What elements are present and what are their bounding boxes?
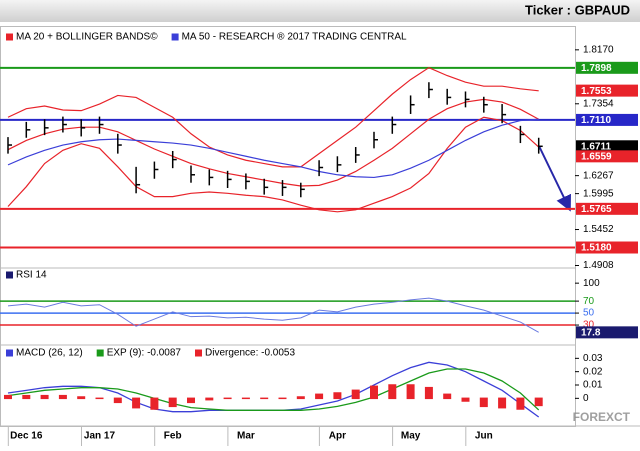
value-box [576,241,638,254]
divergence-bar [406,384,415,400]
divergence-bar [370,385,378,400]
divergence-bar [424,386,433,400]
value-box-label: 1.6711 [581,141,611,152]
divergence-bar [461,397,470,402]
value-box [576,113,638,126]
value-box [576,326,638,339]
moving-average [7,98,539,187]
moving-average [7,118,539,179]
divergence-bar [388,384,397,400]
level-label: 30 [583,320,595,331]
divergence-bar [77,396,86,400]
y-tick-label: 0 [583,393,589,404]
divergence-bar [479,397,488,408]
rsi-line [7,297,539,333]
value-box [576,150,638,163]
divergence-bar [95,397,104,400]
divergence-bar [351,389,360,400]
value-box-label: 1.7553 [581,86,612,97]
x-tick-label: Jan 17 [84,431,116,442]
divergence-bar [150,397,159,410]
bollinger-lower [7,116,540,213]
divergence-bar [4,394,12,400]
legend-label: RSI 14 [16,270,47,281]
macd-line [7,368,540,411]
y-tick-label: 1.5452 [583,224,614,235]
x-tick-label: Apr [329,431,346,442]
y-tick-label: 0.02 [583,366,603,377]
value-box [576,202,638,215]
ticker: Ticker : GBPAUD [525,2,630,17]
value-box-label: 1.7898 [581,63,612,74]
legend-label: MA 50 - RESEARCH ® 2017 TRADING CENTRAL [182,32,407,43]
value-box-label: 1.5765 [581,204,612,215]
legend-label: MA 20 + BOLLINGER BANDS© [16,32,158,43]
legend-swatch [171,33,179,41]
x-tick-label: May [401,431,421,442]
header-bar [0,0,640,22]
divergence-bar [498,397,507,409]
legend-swatch [6,349,13,357]
value-box [576,84,638,97]
level-label: 70 [583,296,595,307]
divergence-bar [241,397,250,400]
x-tick-label: Dec 16 [10,431,43,442]
legend-label: Divergence: -0.0053 [205,348,295,359]
value-box-label: 17.8 [581,327,601,338]
divergence-bar [22,394,31,400]
divergence-bar [296,396,305,400]
bollinger-upper [7,67,539,168]
watermark: FOREXCT [573,410,631,424]
x-tick-label: Mar [237,431,255,442]
projection-arrow [538,145,571,212]
divergence-bar [534,397,543,407]
divergence-bar [516,397,525,410]
y-tick-label: 1.8170 [583,44,614,55]
value-box [576,61,638,74]
y-tick-label: 1.6267 [583,170,614,181]
y-tick-label: 100 [583,278,600,289]
y-tick-label: 0.01 [583,380,603,391]
legend-swatch [195,349,202,357]
divergence-bar [113,397,122,404]
legend-label: EXP (9): -0.0087 [107,348,182,359]
divergence-bar [40,394,49,400]
divergence-bar [205,397,214,401]
divergence-bar [168,397,177,408]
legend-label: MACD (26, 12) [16,348,83,359]
y-tick-label: 1.7354 [583,98,614,109]
value-box [576,140,638,153]
divergence-bar [278,397,287,400]
x-tick-label: Jun [475,431,493,442]
macd-line [7,361,540,418]
x-tick-label: Feb [164,431,182,442]
legend-swatch [6,271,13,279]
divergence-bar [187,397,195,404]
legend-swatch [96,349,104,357]
y-tick-label: 1.5995 [583,188,614,199]
y-tick-label: 0.03 [583,353,603,364]
value-box-label: 1.6559 [581,151,612,162]
divergence-bar [223,397,232,400]
divergence-bar [132,397,141,409]
y-tick-label: 1.4908 [583,260,614,271]
value-box-label: 1.5180 [581,243,612,254]
divergence-bar [443,393,452,400]
level-label: 50 [583,308,595,319]
divergence-bar [333,392,342,400]
value-box-label: 1.7110 [581,115,611,126]
divergence-bar [315,393,324,400]
divergence-bar [58,394,67,400]
legend-swatch [6,33,13,41]
divergence-bar [260,397,269,400]
